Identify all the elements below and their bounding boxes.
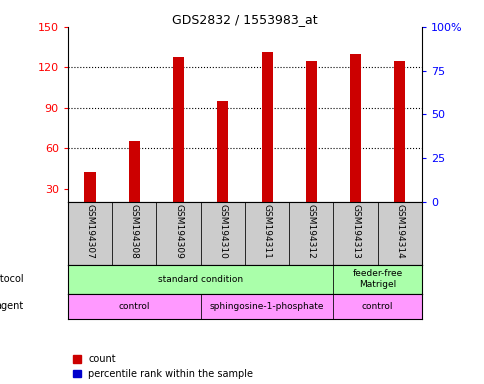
Point (86, 10, 94, 16)
Bar (68, 265, 333, 294)
Title: GDS2832 / 1553983_at: GDS2832 / 1553983_at (172, 13, 317, 26)
Bar (128, 141, 139, 202)
Bar (173, 56, 184, 202)
Text: GSM194311: GSM194311 (262, 204, 271, 259)
Text: GSM194309: GSM194309 (174, 204, 182, 259)
Bar (84, 172, 95, 202)
Bar (333, 202, 377, 265)
Bar (200, 202, 244, 265)
Bar (333, 294, 421, 319)
Text: control: control (361, 302, 393, 311)
Text: GSM194312: GSM194312 (306, 204, 315, 258)
Bar (217, 101, 228, 202)
Bar (68, 202, 112, 265)
Bar (305, 61, 316, 202)
Text: GSM194313: GSM194313 (350, 204, 359, 259)
Bar (156, 202, 200, 265)
Text: standard condition: standard condition (158, 275, 243, 284)
Text: GSM194307: GSM194307 (85, 204, 94, 259)
Bar (244, 202, 288, 265)
Text: GSM194314: GSM194314 (394, 204, 404, 258)
Bar (333, 265, 421, 294)
Bar (288, 202, 333, 265)
Bar (112, 202, 156, 265)
Bar (68, 294, 200, 319)
Text: GSM194310: GSM194310 (218, 204, 227, 259)
Text: feeder-free
Matrigel: feeder-free Matrigel (352, 270, 402, 289)
Bar (377, 202, 421, 265)
Bar (200, 294, 333, 319)
Text: GSM194308: GSM194308 (130, 204, 138, 259)
Text: sphingosine-1-phosphate: sphingosine-1-phosphate (210, 302, 324, 311)
Text: growth protocol: growth protocol (0, 274, 24, 284)
Legend: count, percentile rank within the sample: count, percentile rank within the sample (73, 354, 253, 379)
Bar (393, 61, 405, 202)
Bar (349, 54, 361, 202)
Bar (261, 53, 272, 202)
Text: control: control (118, 302, 150, 311)
Text: agent: agent (0, 301, 24, 311)
